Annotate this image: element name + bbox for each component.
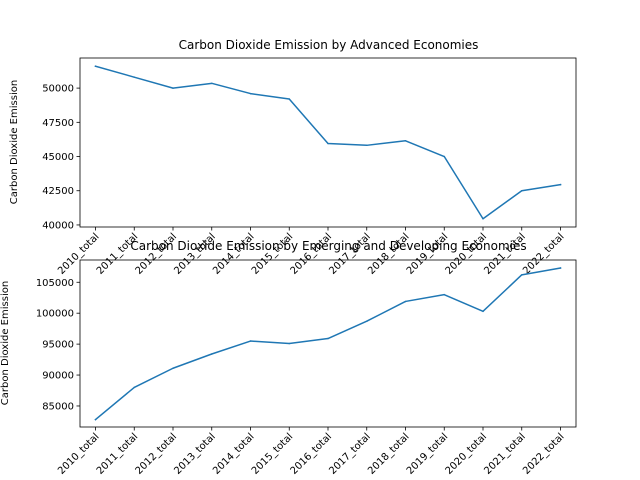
data-point [327,337,329,340]
data-point [404,300,407,303]
y-tick-label: 47500 [42,118,74,129]
data-point [288,98,290,100]
series-line-advanced [94,65,562,220]
y-tick-label: 50000 [42,84,74,95]
y-axis-label-advanced: Carbon Dioxide Emission [9,80,20,204]
y-tick-label: 42500 [42,186,74,197]
axes-frame-emerging [79,259,577,428]
y-tick-label: 95000 [42,340,74,351]
data-point [94,418,97,421]
chart-title-emerging: Carbon Dioxide Emission by Emerging and … [130,239,526,253]
data-point [521,189,523,192]
y-tick-label: 85000 [42,401,74,412]
x-tick-label: 2022_total [521,231,566,276]
data-point [366,320,368,322]
data-point [521,274,523,276]
y-tick-label: 90000 [42,371,74,382]
data-point [559,267,562,269]
data-point [133,386,135,389]
data-point [482,310,484,313]
chart-title-advanced: Carbon Dioxide Emission by Advanced Econ… [179,38,479,52]
data-point [211,82,213,85]
data-point [249,340,252,342]
y-axis-label-emerging: Carbon Dioxide Emission [0,281,11,405]
data-point [288,342,290,345]
data-point [172,87,174,89]
data-point [366,144,368,147]
x-tick-label: 2022_total [521,431,566,476]
y-tick-label: 40000 [42,220,74,231]
data-point [559,183,562,186]
data-point [94,65,97,67]
data-point [404,140,407,142]
y-tick-label: 45000 [42,152,74,163]
y-tick-label: 100000 [36,309,74,320]
series-line-emerging [94,267,562,421]
y-tick-label: 105000 [36,278,74,289]
data-point [249,92,252,95]
data-point [133,76,135,78]
data-point [172,367,174,369]
data-point [327,142,329,145]
data-point [482,218,484,220]
data-point [443,155,445,158]
data-point [443,293,445,296]
data-point [211,353,213,355]
